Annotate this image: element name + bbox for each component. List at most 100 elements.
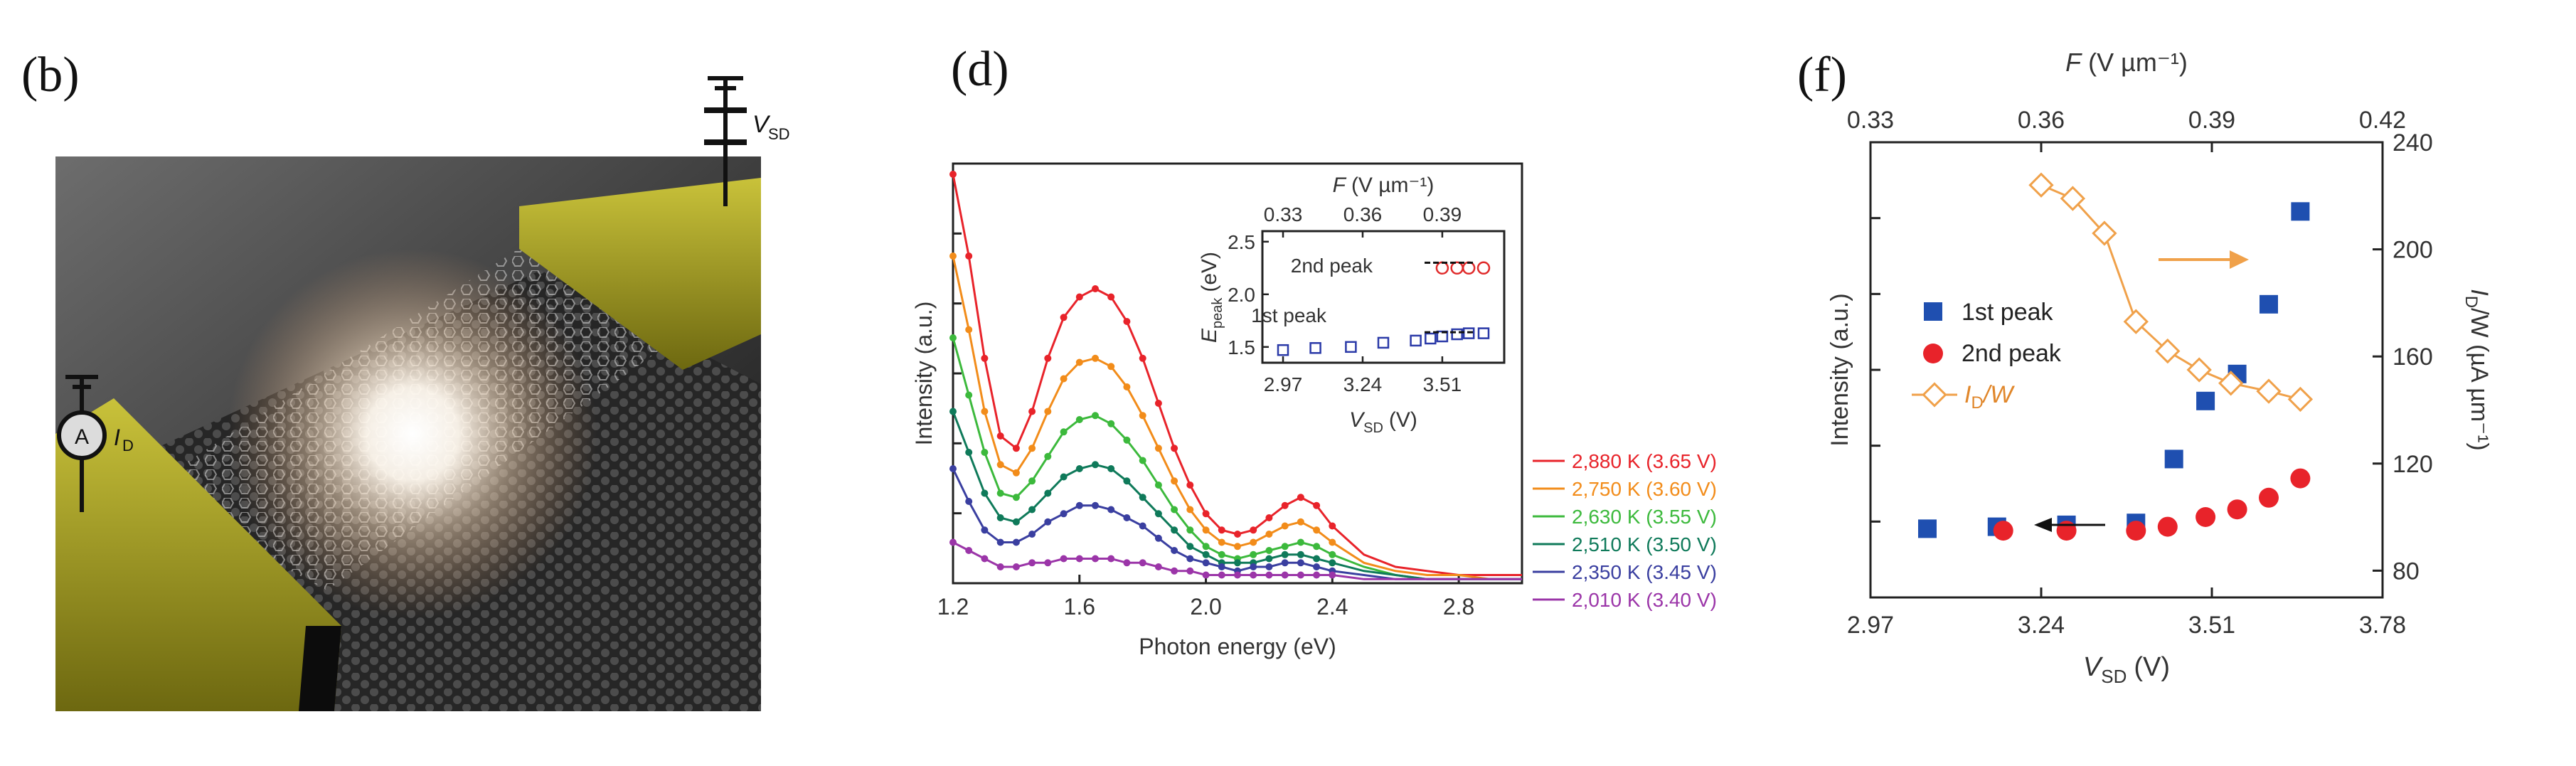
panel-d-data-point xyxy=(981,354,989,362)
panel-d-data-point xyxy=(1092,412,1099,420)
panel-d-data-point xyxy=(1154,400,1162,407)
panel-f-2nd-peak-point xyxy=(2290,468,2311,489)
panel-d-data-point xyxy=(1075,358,1083,366)
right-axis-arrow xyxy=(2159,250,2249,269)
panel-d-data-point xyxy=(1028,559,1036,567)
id-subscript: D xyxy=(122,437,134,454)
panel-d-data-point xyxy=(1329,522,1336,530)
panel-f-x-tick-label: 3.24 xyxy=(2018,612,2065,639)
panel-d-data-point xyxy=(1186,526,1194,534)
panel-d-data-point xyxy=(1265,514,1273,521)
inset-1st-peak-point xyxy=(1309,342,1321,354)
id-label: I xyxy=(114,425,120,450)
inset-y-axis-label: Epeak (eV) xyxy=(1198,252,1225,343)
panel-d-data-point xyxy=(1123,514,1131,521)
panel-f-top-axis-label: F (V µm⁻¹) xyxy=(2065,48,2188,77)
inset-x-tick-label: 3.51 xyxy=(1423,373,1462,395)
panel-d-data-point xyxy=(1107,420,1115,427)
panel-d-data-point xyxy=(1028,477,1036,485)
panel-d-data-point xyxy=(1044,452,1052,460)
panel-d-data-point xyxy=(1060,375,1068,383)
electrode-shadow xyxy=(299,626,341,711)
panel-d-data-point xyxy=(965,252,973,260)
panel-d-data-point xyxy=(965,449,973,456)
inset-1st-peak-point xyxy=(1425,332,1437,345)
panel-f-id-w-point xyxy=(2218,371,2244,396)
legend-id-w-sub: D xyxy=(1971,393,1983,413)
panel-f-2nd-peak-point xyxy=(2157,516,2178,537)
panel-d-x-tick-label: 2.8 xyxy=(1443,594,1474,619)
inset-1st-peak-point xyxy=(1277,344,1289,356)
legend-2nd-peak-marker xyxy=(1923,344,1943,363)
panel-d-data-point xyxy=(1234,531,1241,538)
panel-d-data-point xyxy=(965,326,973,334)
panel-d-data-point xyxy=(1265,563,1273,570)
panel-d-data-point xyxy=(996,514,1004,521)
panel-b: (b) V SD A I D xyxy=(21,48,790,711)
inset-x-label-unit: (V) xyxy=(1389,408,1417,432)
panel-d-data-point xyxy=(1044,408,1052,415)
panel-f-right-label-main: I xyxy=(2466,289,2493,296)
panel-d-data-point xyxy=(1092,354,1099,362)
panel-f-1st-peak-point xyxy=(2196,391,2215,410)
inset-1st-peak-point xyxy=(1451,328,1463,341)
panel-b-label: (b) xyxy=(21,48,80,102)
panel-f-right-tick-label: 200 xyxy=(2393,237,2433,264)
panel-d-data-point xyxy=(1154,563,1162,570)
ammeter-label: A xyxy=(75,425,89,449)
inset-1st-peak-point xyxy=(1410,334,1422,347)
panel-d-data-point xyxy=(1028,445,1036,452)
panel-d-y-axis-label: Intensity (a.u.) xyxy=(911,302,937,446)
panel-f-2nd-peak-point xyxy=(2126,521,2146,541)
panel-d-data-point xyxy=(1044,518,1052,526)
panel-d-data-point xyxy=(1012,518,1020,526)
panel-d-data-point xyxy=(1186,482,1194,489)
panel-d-legend-label: 2,750 K (3.60 V) xyxy=(1572,478,1717,500)
panel-d-legend-label: 2,880 K (3.65 V) xyxy=(1572,450,1717,472)
panel-d-data-point xyxy=(949,252,957,260)
panel-d-legend-label: 2,350 K (3.45 V) xyxy=(1572,561,1717,583)
panel-d-data-point xyxy=(1186,543,1194,550)
panel-d-data-point xyxy=(981,408,989,415)
panel-d-data-point xyxy=(1012,538,1020,546)
panel-d-data-point xyxy=(1218,538,1225,546)
inset-top-axis-label: F (V µm⁻¹) xyxy=(1333,174,1435,197)
panel-d-data-point xyxy=(1012,469,1020,477)
panel-d-data-point xyxy=(1265,531,1273,538)
panel-f-y-axis-label: Intensity (a.u.) xyxy=(1826,293,1853,446)
inset-x-tick-label: 3.24 xyxy=(1343,373,1383,395)
panel-d-data-point xyxy=(1281,550,1289,558)
inset-top-tick-label: 0.36 xyxy=(1343,203,1383,225)
panel-d-data-point xyxy=(1234,571,1241,579)
panel-d-data-point xyxy=(981,489,989,497)
panel-d-data-point xyxy=(1044,354,1052,362)
panel-d-data-point xyxy=(1171,547,1178,554)
panel-d-data-point xyxy=(1186,555,1194,563)
inset-1st-peak-point xyxy=(1462,327,1475,339)
panel-f-2nd-peak-point xyxy=(2056,521,2077,541)
panel-d-data-point xyxy=(949,465,957,472)
panel-f-x-tick-label: 3.51 xyxy=(2188,612,2235,639)
panel-d-data-point xyxy=(996,461,1004,469)
panel-d-data-point xyxy=(1123,318,1131,325)
inset-annotation-2nd-peak: 2nd peak xyxy=(1291,255,1373,277)
panel-d-data-point xyxy=(1218,571,1225,579)
panel-d-data-point xyxy=(1202,550,1210,558)
panel-f-x-label-unit: (V) xyxy=(2134,652,2170,682)
panel-f-marks xyxy=(1918,172,2314,541)
panel-d-data-point xyxy=(1250,571,1257,579)
panel-d-data-point xyxy=(996,563,1004,570)
inset-top-label-unit: (V µm⁻¹) xyxy=(1351,174,1434,197)
panel-f-top-tick-label: 0.42 xyxy=(2359,107,2406,134)
legend-2nd-peak-label: 2nd peak xyxy=(1962,340,2062,367)
panel-d-data-point xyxy=(1171,526,1178,534)
panel-d-data-point xyxy=(1060,428,1068,436)
panel-f-top-tick-label: 0.33 xyxy=(1847,107,1894,134)
panel-d-legend-label: 2,010 K (3.40 V) xyxy=(1572,589,1717,611)
panel-d-data-point xyxy=(1154,510,1162,518)
panel-d-data-point xyxy=(1107,555,1115,563)
panel-d-data-point xyxy=(1139,522,1146,530)
panel-d-series xyxy=(949,171,1522,580)
panel-f-right-label-sub: D xyxy=(2461,296,2481,308)
panel-f-1st-peak-point xyxy=(2291,202,2310,221)
